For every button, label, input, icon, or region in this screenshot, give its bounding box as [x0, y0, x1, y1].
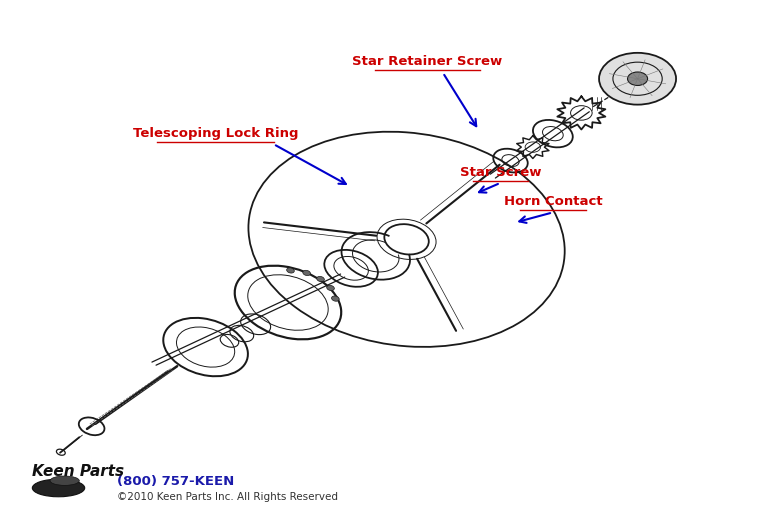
Ellipse shape: [32, 479, 85, 497]
Ellipse shape: [50, 476, 79, 485]
Ellipse shape: [286, 268, 294, 273]
Text: Horn Contact: Horn Contact: [504, 195, 602, 208]
Circle shape: [628, 72, 648, 85]
Ellipse shape: [316, 277, 324, 282]
Text: (800) 757-KEEN: (800) 757-KEEN: [117, 475, 234, 488]
Circle shape: [599, 53, 676, 105]
Text: Star Screw: Star Screw: [460, 166, 541, 179]
Text: Keen Parts: Keen Parts: [32, 464, 125, 479]
Text: Telescoping Lock Ring: Telescoping Lock Ring: [133, 127, 298, 140]
Ellipse shape: [332, 296, 340, 301]
Ellipse shape: [326, 285, 334, 291]
Text: ©2010 Keen Parts Inc. All Rights Reserved: ©2010 Keen Parts Inc. All Rights Reserve…: [117, 492, 338, 502]
Text: Star Retainer Screw: Star Retainer Screw: [352, 55, 503, 68]
Ellipse shape: [303, 270, 310, 276]
